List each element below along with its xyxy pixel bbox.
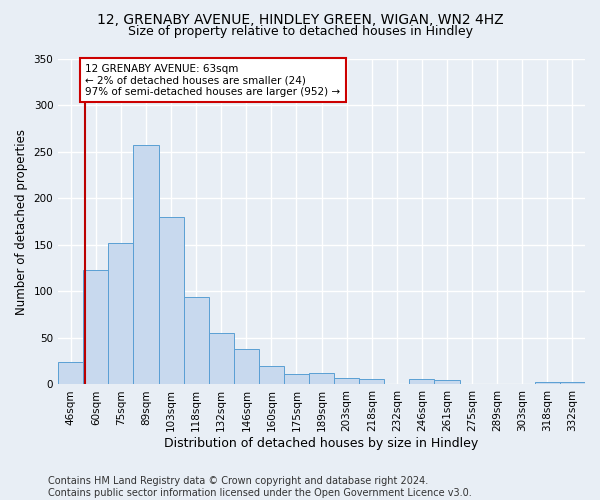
- Bar: [234, 349, 259, 384]
- Y-axis label: Number of detached properties: Number of detached properties: [15, 128, 28, 314]
- Bar: [259, 366, 284, 384]
- Bar: [133, 146, 158, 384]
- Bar: [83, 270, 109, 384]
- Bar: [58, 362, 83, 384]
- Text: 12, GRENABY AVENUE, HINDLEY GREEN, WIGAN, WN2 4HZ: 12, GRENABY AVENUE, HINDLEY GREEN, WIGAN…: [97, 12, 503, 26]
- Text: 12 GRENABY AVENUE: 63sqm
← 2% of detached houses are smaller (24)
97% of semi-de: 12 GRENABY AVENUE: 63sqm ← 2% of detache…: [85, 64, 340, 97]
- X-axis label: Distribution of detached houses by size in Hindley: Distribution of detached houses by size …: [164, 437, 479, 450]
- Bar: [359, 379, 385, 384]
- Bar: [184, 297, 209, 384]
- Bar: [209, 334, 234, 384]
- Bar: [109, 243, 133, 384]
- Text: Contains HM Land Registry data © Crown copyright and database right 2024.
Contai: Contains HM Land Registry data © Crown c…: [48, 476, 472, 498]
- Bar: [409, 379, 434, 384]
- Bar: [309, 374, 334, 384]
- Text: Size of property relative to detached houses in Hindley: Size of property relative to detached ho…: [128, 25, 473, 38]
- Bar: [535, 382, 560, 384]
- Bar: [560, 382, 585, 384]
- Bar: [158, 217, 184, 384]
- Bar: [434, 380, 460, 384]
- Bar: [284, 374, 309, 384]
- Bar: [334, 378, 359, 384]
